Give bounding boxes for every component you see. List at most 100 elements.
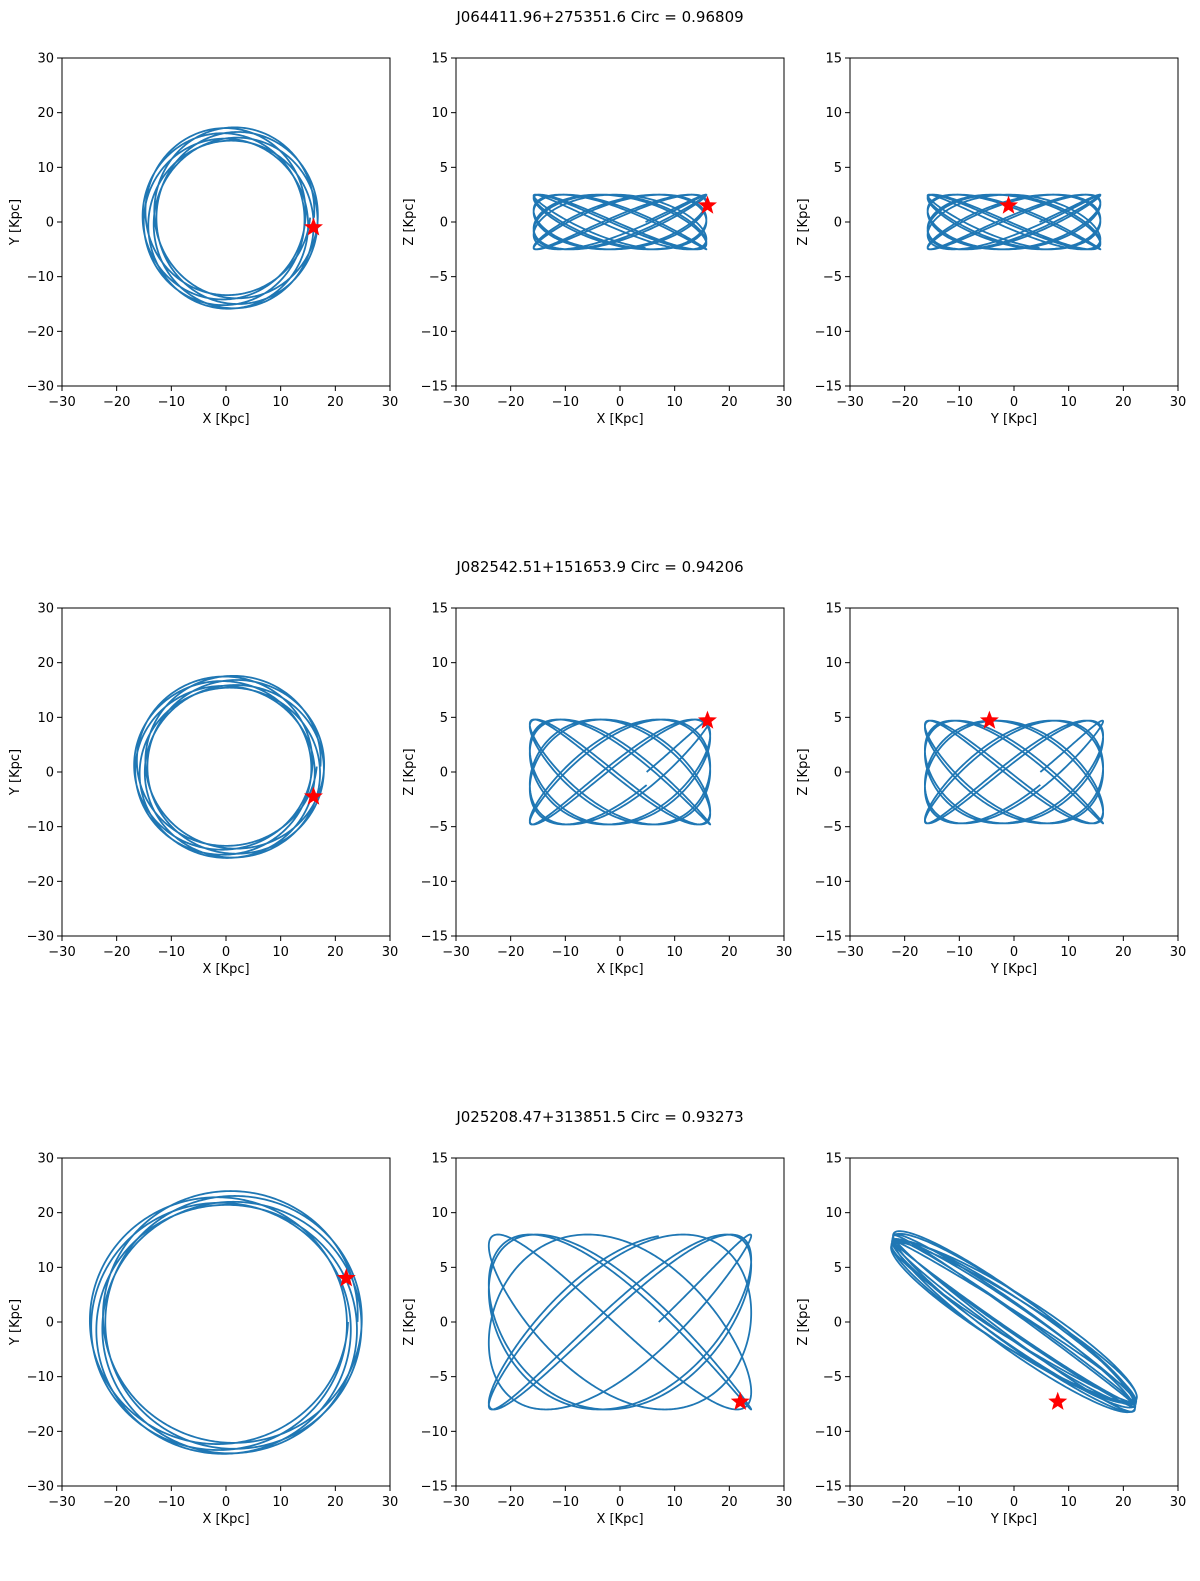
panel-1: −30 −20 −10 0 10 20 30 −30 −20 −10 0 10 20 30 X [Kpc] Y… <box>8 52 398 428</box>
y-tick-label: 15 <box>825 602 842 617</box>
y-tick-label: 0 <box>440 1316 448 1331</box>
y-tick-label: −10 <box>27 270 54 285</box>
y-tick-label: 0 <box>46 216 54 231</box>
x-tick-label: 0 <box>1010 945 1018 960</box>
x-tick-label: 30 <box>776 395 793 410</box>
y-tick-label: 15 <box>825 52 842 67</box>
star-marker <box>303 786 323 805</box>
x-tick-label: −10 <box>552 945 579 960</box>
panels: −30 −20 −10 0 10 20 30 −30 −20 −10 0 10 20 30 X [Kpc] Y… <box>8 52 1186 1528</box>
x-tick-label: −20 <box>891 945 918 960</box>
x-tick-label: 30 <box>382 945 399 960</box>
y-tick-label: 15 <box>431 602 448 617</box>
x-tick-label: 20 <box>327 945 344 960</box>
y-tick-label: 10 <box>431 656 448 671</box>
axes-frame <box>455 57 785 387</box>
y-tick-label: 0 <box>834 1316 842 1331</box>
axes-frame <box>61 1157 391 1487</box>
x-tick-label: −20 <box>497 395 524 410</box>
x-axis-label: X [Kpc] <box>202 962 249 977</box>
y-tick-label: 5 <box>834 1261 842 1276</box>
y-tick-label: −10 <box>421 325 448 340</box>
y-axis-label: Z [Kpc] <box>402 748 417 795</box>
x-axis-label: X [Kpc] <box>202 1512 249 1527</box>
x-tick-label: −20 <box>891 395 918 410</box>
row-title-1: J064411.96+275351.6 Circ = 0.96809 <box>455 8 743 26</box>
panel-7: −30 −20 −10 0 10 20 30 −30 −20 −10 0 10 20 30 X [Kpc] Y… <box>8 1152 398 1528</box>
y-tick-label: 10 <box>431 1206 448 1221</box>
x-tick-label: 10 <box>272 395 289 410</box>
y-tick-label: −5 <box>823 820 842 835</box>
x-axis-label: X [Kpc] <box>596 412 643 427</box>
x-tick-label: 10 <box>1060 945 1077 960</box>
x-tick-label: 0 <box>222 945 230 960</box>
orbit-line <box>532 193 708 251</box>
y-tick-label: −15 <box>421 380 448 395</box>
x-tick-label: 30 <box>776 945 793 960</box>
panel-8: −30 −20 −10 0 10 20 30 −15 −10 −5 0 5 10 15 X [Kpc] Z [… <box>402 1152 792 1528</box>
star-marker <box>303 217 323 236</box>
x-tick-label: 0 <box>222 1495 230 1510</box>
panel-6: −30 −20 −10 0 10 20 30 −15 −10 −5 0 5 10 15 Y [Kpc] Z [… <box>796 602 1186 978</box>
y-tick-label: 20 <box>37 1206 54 1221</box>
x-tick-label: −20 <box>103 945 130 960</box>
x-tick-label: 20 <box>721 945 738 960</box>
y-tick-label: 0 <box>46 1316 54 1331</box>
x-axis-label: Y [Kpc] <box>990 1512 1037 1527</box>
x-tick-label: 0 <box>616 395 624 410</box>
x-tick-label: −10 <box>158 395 185 410</box>
y-tick-label: −20 <box>27 325 54 340</box>
y-tick-label: 10 <box>825 1206 842 1221</box>
y-tick-label: 30 <box>37 52 54 67</box>
x-tick-label: −30 <box>442 395 469 410</box>
x-tick-label: −30 <box>48 395 75 410</box>
x-tick-label: −10 <box>158 945 185 960</box>
y-tick-label: 0 <box>440 766 448 781</box>
y-tick-label: −10 <box>421 875 448 890</box>
x-tick-label: 10 <box>272 945 289 960</box>
axes-frame <box>455 607 785 937</box>
x-tick-label: 0 <box>222 395 230 410</box>
y-tick-label: −15 <box>815 930 842 945</box>
y-tick-label: −5 <box>429 270 448 285</box>
y-tick-label: 10 <box>37 161 54 176</box>
x-tick-label: −20 <box>103 1495 130 1510</box>
y-axis-label: Z [Kpc] <box>796 1298 811 1345</box>
x-tick-label: 20 <box>327 1495 344 1510</box>
x-tick-label: 0 <box>616 945 624 960</box>
orbit-line <box>141 126 319 310</box>
x-tick-label: 30 <box>776 1495 793 1510</box>
x-tick-label: −10 <box>552 1495 579 1510</box>
star-marker <box>979 710 999 729</box>
axes-frame <box>849 1157 1179 1487</box>
x-tick-label: −30 <box>48 945 75 960</box>
y-tick-label: −5 <box>429 1370 448 1385</box>
x-tick-label: 10 <box>666 945 683 960</box>
star-marker <box>697 195 717 214</box>
y-tick-label: 30 <box>37 602 54 617</box>
x-tick-label: −30 <box>48 1495 75 1510</box>
y-tick-label: 0 <box>834 216 842 231</box>
x-tick-label: −30 <box>836 1495 863 1510</box>
y-tick-label: −10 <box>815 1425 842 1440</box>
y-tick-label: −20 <box>27 875 54 890</box>
x-tick-label: −10 <box>946 395 973 410</box>
row-title-3: J025208.47+313851.5 Circ = 0.93273 <box>455 1108 743 1126</box>
y-tick-label: 5 <box>440 161 448 176</box>
y-tick-label: 5 <box>440 711 448 726</box>
axes-frame <box>849 57 1179 387</box>
y-tick-label: 15 <box>431 52 448 67</box>
x-tick-label: −30 <box>442 945 469 960</box>
x-axis-label: X [Kpc] <box>596 962 643 977</box>
x-tick-label: −20 <box>497 945 524 960</box>
y-tick-label: −15 <box>421 1480 448 1495</box>
x-tick-label: −30 <box>442 1495 469 1510</box>
x-tick-label: 0 <box>1010 395 1018 410</box>
y-tick-label: 10 <box>37 711 54 726</box>
x-tick-label: −20 <box>891 1495 918 1510</box>
y-axis-label: Y [Kpc] <box>8 199 23 246</box>
y-tick-label: 10 <box>825 106 842 121</box>
y-tick-label: −5 <box>823 270 842 285</box>
y-tick-label: 0 <box>834 766 842 781</box>
